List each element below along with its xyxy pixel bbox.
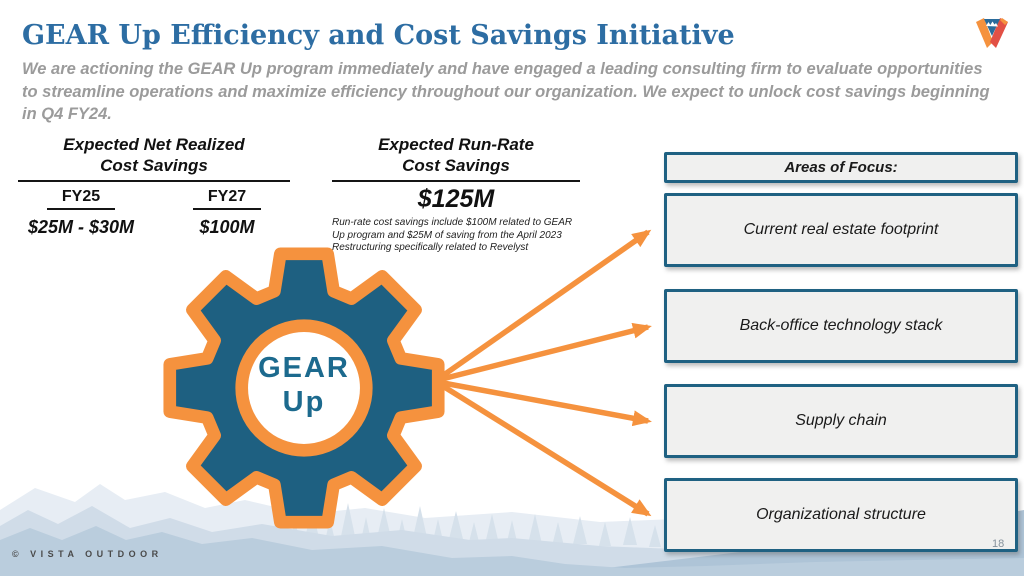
fy25-column: FY25 $25M - $30M xyxy=(18,188,144,238)
focus-box-real-estate: Current real estate footprint xyxy=(664,193,1018,267)
fy27-label: FY27 xyxy=(192,188,262,210)
fy25-value: $25M - $30M xyxy=(27,217,135,237)
run-rate-title: Expected Run-Rate Cost Savings xyxy=(378,135,534,175)
divider-line xyxy=(18,180,290,182)
focus-box-technology-stack: Back-office technology stack xyxy=(664,289,1018,363)
gear-icon xyxy=(163,247,445,529)
fy27-value: $100M xyxy=(199,217,255,237)
focus-box-supply-chain: Supply chain xyxy=(664,384,1018,458)
net-realized-savings-block: Expected Net Realized Cost Savings FY25 … xyxy=(18,134,290,238)
run-rate-savings-block: Expected Run-Rate Cost Savings $125M Run… xyxy=(332,134,580,255)
page-title: GEAR Up Efficiency and Cost Savings Init… xyxy=(22,20,735,51)
divider-line xyxy=(332,180,580,182)
fy27-column: FY27 $100M xyxy=(164,188,290,238)
gear-graphic xyxy=(158,242,450,534)
focus-box-org-structure: Organizational structure xyxy=(664,478,1018,552)
vista-outdoor-logo-icon xyxy=(976,18,1008,48)
page-number: 18 xyxy=(992,538,1005,550)
slide-subtitle: We are actioning the GEAR Up program imm… xyxy=(22,60,990,123)
areas-of-focus-header: Areas of Focus: xyxy=(664,152,1018,183)
gear-label-line2: Up xyxy=(282,386,326,418)
gear-label-line1: GEAR xyxy=(258,352,350,384)
footer-copyright: © VISTA OUTDOOR xyxy=(12,549,163,559)
gear-up-label: GEAR Up xyxy=(204,351,404,419)
fy25-label: FY25 xyxy=(46,188,116,210)
run-rate-value: $125M xyxy=(417,185,495,213)
net-realized-title: Expected Net Realized Cost Savings xyxy=(63,135,245,175)
